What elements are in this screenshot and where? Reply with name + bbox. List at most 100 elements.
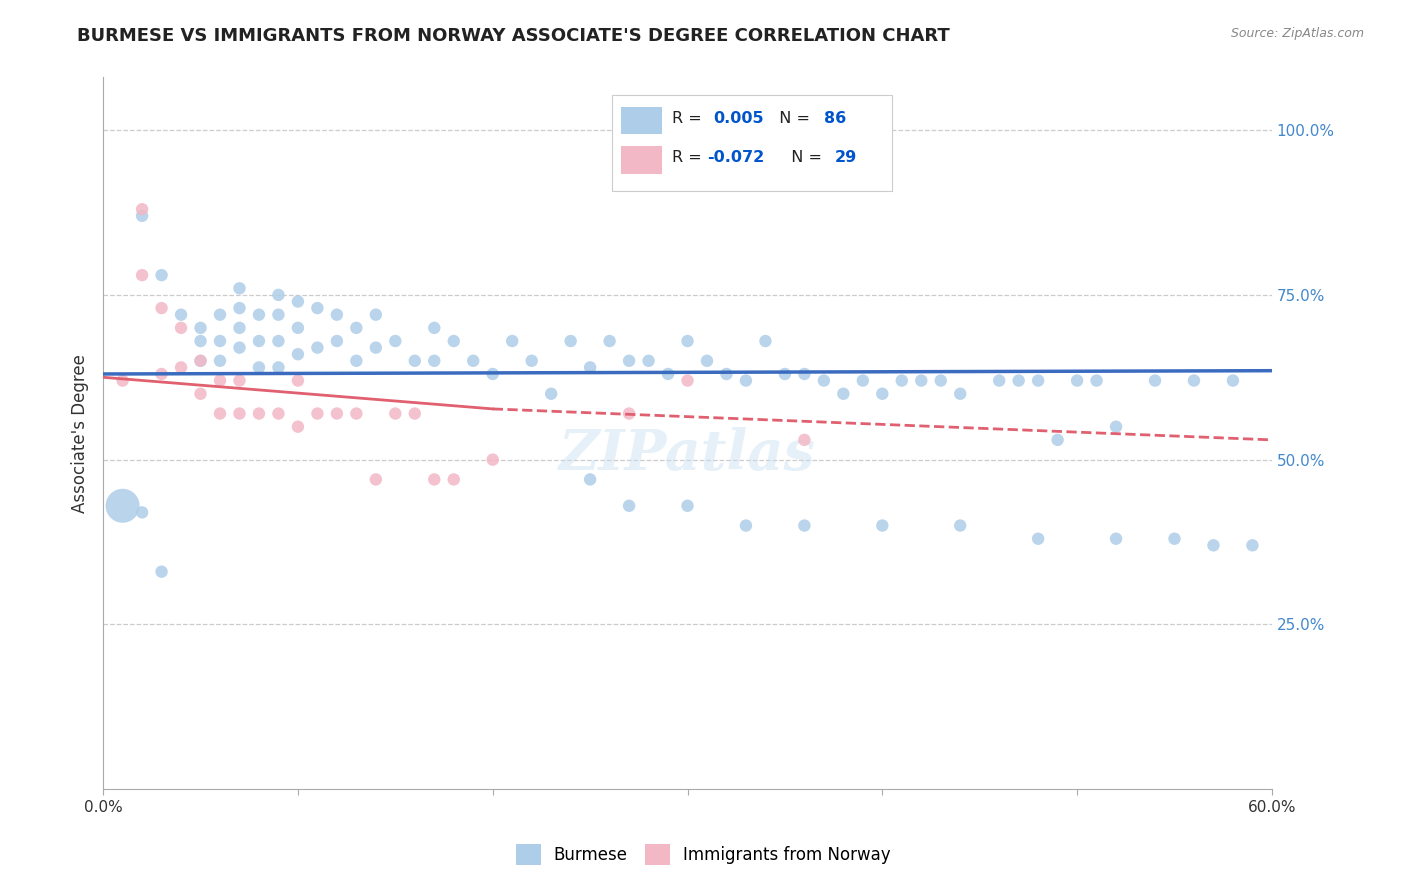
Point [657,367,679,381]
Point [1105,419,1128,434]
Point [247,407,270,421]
Point [228,341,250,355]
Point [190,353,212,368]
Point [676,374,699,388]
Point [170,360,193,375]
Point [307,301,329,315]
Point [617,499,640,513]
Point [344,353,367,368]
Point [150,301,173,315]
FancyBboxPatch shape [612,95,891,191]
Point [793,367,815,381]
Point [287,294,309,309]
Point [1105,532,1128,546]
Point [773,367,796,381]
Point [404,353,426,368]
Point [949,386,972,401]
Point [443,472,465,486]
Point [150,367,173,381]
Point [735,518,758,533]
Point [1163,532,1185,546]
Point [793,433,815,447]
Point [228,374,250,388]
Point [170,321,193,335]
Point [1066,374,1088,388]
Point [404,407,426,421]
Legend: Burmese, Immigrants from Norway: Burmese, Immigrants from Norway [506,834,900,875]
Point [364,472,387,486]
Point [364,341,387,355]
Point [579,360,602,375]
Point [344,407,367,421]
Point [307,341,329,355]
Point [344,321,367,335]
Point [676,334,699,348]
Point [832,386,855,401]
Point [267,360,290,375]
Point [228,407,250,421]
Point [793,518,815,533]
Point [170,308,193,322]
Point [1182,374,1205,388]
Point [208,353,231,368]
Point [287,347,309,361]
Point [228,281,250,295]
Point [637,353,659,368]
Text: ZIPatlas: ZIPatlas [560,427,815,483]
Text: R =: R = [672,151,707,165]
Point [247,334,270,348]
Point [326,407,349,421]
Point [131,209,153,223]
Point [111,374,134,388]
Point [131,268,153,282]
Point [190,386,212,401]
Point [131,505,153,519]
Point [949,518,972,533]
Point [326,334,349,348]
Point [208,334,231,348]
Point [384,334,406,348]
Point [208,308,231,322]
Point [423,321,446,335]
Point [852,374,875,388]
Point [929,374,952,388]
Point [872,386,894,401]
Point [540,386,562,401]
Point [287,321,309,335]
Point [111,499,134,513]
Point [617,353,640,368]
Point [1026,374,1049,388]
Point [481,452,503,467]
Point [423,353,446,368]
Point [735,374,758,388]
Point [443,334,465,348]
Text: 29: 29 [835,151,858,165]
Point [463,353,485,368]
Point [228,321,250,335]
Point [754,334,776,348]
Point [481,367,503,381]
Text: R =: R = [672,112,707,127]
Point [267,407,290,421]
Point [423,472,446,486]
Point [1008,374,1031,388]
Point [247,360,270,375]
Point [247,308,270,322]
Y-axis label: Associate's Degree: Associate's Degree [72,354,89,513]
Point [384,407,406,421]
Point [560,334,582,348]
Point [910,374,932,388]
Point [520,353,543,368]
Point [1026,532,1049,546]
Point [287,374,309,388]
Point [190,353,212,368]
FancyBboxPatch shape [621,107,662,135]
Point [326,308,349,322]
Point [287,419,309,434]
Text: 0.005: 0.005 [713,112,763,127]
Text: N =: N = [769,112,815,127]
Point [267,288,290,302]
Point [150,268,173,282]
Point [1222,374,1244,388]
Point [228,301,250,315]
